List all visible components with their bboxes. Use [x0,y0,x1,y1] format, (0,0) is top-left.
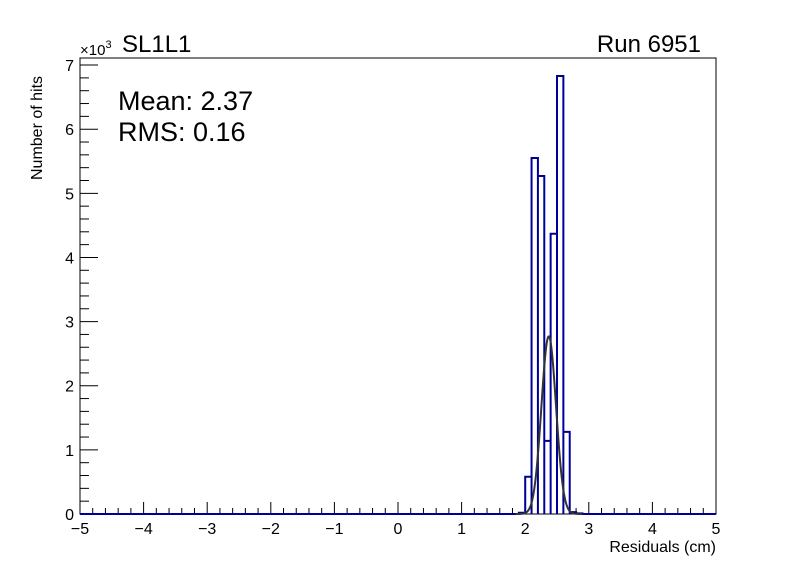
x-tick-label: −2 [262,521,280,538]
histogram-bin [538,176,544,514]
histogram-bin [557,76,563,514]
y-tick-label: 1 [65,443,74,460]
y-axis-label: Number of hits [29,76,46,180]
run-label: Run 6951 [597,31,701,58]
y-tick-label: 0 [65,507,74,524]
x-tick-label: −3 [198,521,216,538]
x-tick-label: 4 [648,521,657,538]
chart-title: SL1L1 [122,31,191,58]
y-tick-label: 2 [65,379,74,396]
stats-rms: RMS: 0.16 [118,117,246,147]
x-tick-label: 2 [521,521,530,538]
y-tick-label: 4 [65,250,74,267]
x-tick-label: −4 [134,521,152,538]
x-tick-label: −1 [325,521,343,538]
stats-mean: Mean: 2.37 [118,86,253,116]
y-multiplier: ×103 [80,39,112,59]
x-tick-label: 5 [712,521,721,538]
y-tick-label: 3 [65,315,74,332]
y-tick-label: 7 [65,58,74,75]
x-axis-label: Residuals (cm) [609,539,716,556]
x-tick-label: 0 [394,521,403,538]
gaussian-fit-curve [515,335,583,515]
y-tick-label: 6 [65,122,74,139]
y-tick-label: 5 [65,186,74,203]
x-tick-label: 1 [457,521,466,538]
x-tick-label: −5 [71,521,89,538]
x-tick-label: 3 [584,521,593,538]
histogram-bin [544,441,550,514]
histogram-line [80,74,716,515]
